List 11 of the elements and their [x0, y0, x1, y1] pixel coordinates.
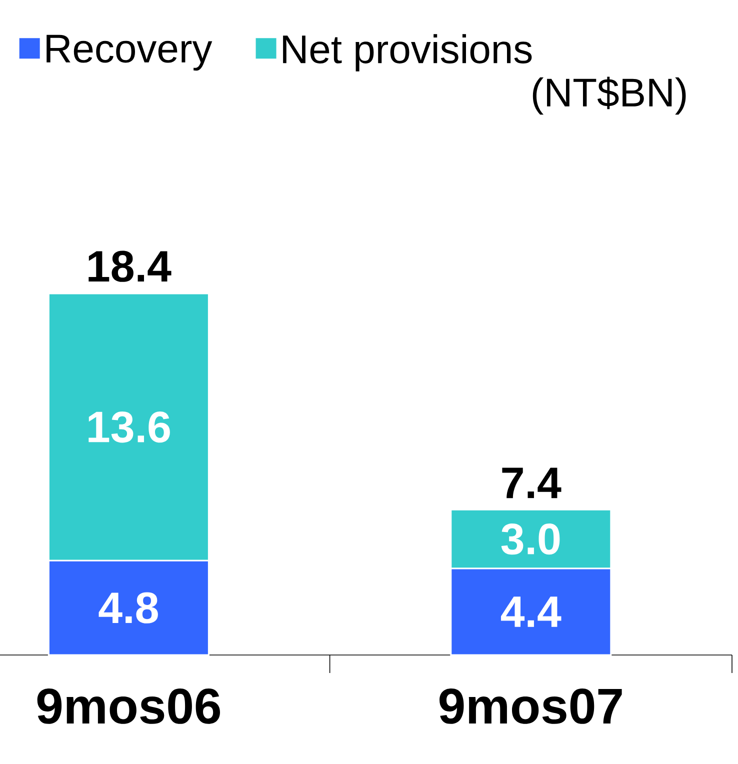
- data-label: 4.8: [98, 592, 158, 624]
- total-label: 18.4: [88, 250, 172, 282]
- data-label: 4.4: [500, 596, 562, 627]
- legend-label: Recovery: [46, 34, 212, 71]
- text: (NT$BN): [532, 76, 686, 115]
- total-label: 7.4: [502, 468, 562, 498]
- x-tick-label: 9mos06: [37, 688, 220, 724]
- data-label: 13.6: [88, 411, 170, 443]
- x-tick-label: 9mos07: [440, 688, 622, 724]
- data-label: 3.0: [501, 523, 560, 555]
- legend-label: Net provisions: [283, 34, 532, 72]
